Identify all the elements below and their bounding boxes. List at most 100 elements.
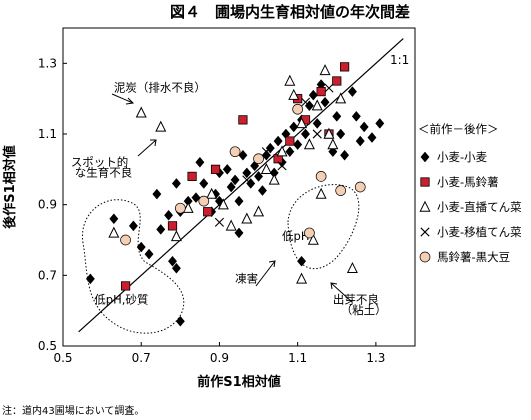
data-point [144,248,154,260]
data-point [312,129,322,139]
data-point [156,224,166,235]
legend-marker [420,151,430,163]
data-point [296,117,308,129]
data-point [229,146,241,158]
arrow-emergence [330,282,353,303]
data-point [120,234,131,246]
legend-marker [419,200,431,212]
data-point [238,115,248,125]
data-point [296,272,308,284]
data-point [320,96,330,108]
legend-marker [420,177,430,187]
annotation-arrows [111,93,353,303]
data-point [108,226,120,238]
legend-title: ＜前作－後作＞ [418,122,499,136]
data-point [346,261,358,273]
data-point [347,86,357,97]
legend-entry: 馬鈴薯-黒大豆 [437,250,510,264]
annotation-label: な生育不良 [75,165,133,179]
data-point [152,188,162,200]
data-point [225,219,237,231]
annotation-label: 凍害 [235,271,258,285]
x-axis-ticks: 0.5 0.7 0.9 1.1 1.3 [53,342,385,365]
data-point [170,230,182,242]
data-point [191,192,201,203]
data-point [304,227,315,239]
region-low-ph [287,184,360,270]
data-point [292,103,304,115]
arrow-peat-head [125,97,135,105]
annotation-label: 出芽不良 [333,293,379,307]
arrow-emergence-head [330,282,338,290]
data-point [289,121,299,133]
data-point [354,181,366,193]
data-point [182,201,194,213]
y-tick-label: 0.9 [38,198,57,212]
data-point [336,128,346,140]
data-point [238,149,248,161]
data-point [300,97,311,107]
data-points [85,62,385,327]
legend-entry: 小麦-直播てん菜 [437,200,522,214]
data-point [273,135,283,147]
arrow-frost-head [268,260,276,268]
data-point [355,135,365,147]
data-point [335,92,347,104]
y-axis-label: 後作S1相対値 [2,145,18,228]
annotation-label: 低pH,砂質 [94,293,148,307]
one-to-one-label: 1:1 [390,53,409,67]
x-axis-label: 前作S1相対値 [197,374,280,390]
plot-frame [62,27,416,347]
data-point [253,153,264,165]
data-point [174,202,186,214]
data-point [85,273,95,285]
data-point [167,221,178,231]
data-point [288,88,300,100]
arrow-spot [137,139,157,157]
data-point [315,171,327,182]
chart-title: 図４ 圃場内生育相対値の年次間差 [170,3,410,21]
data-point [351,110,361,122]
y-tick-label: 1.1 [38,127,57,141]
data-point [312,118,322,129]
data-point [222,163,232,175]
data-point [242,167,252,179]
data-point [198,195,210,207]
data-point [300,128,311,140]
annotation-label: 低pH [282,229,309,243]
region-low-ph-sandy [82,199,185,334]
legend-marker [419,251,431,263]
y-tick-label: 0.5 [38,339,57,353]
arrow-frost [255,260,276,287]
data-point [319,64,331,76]
data-point [128,220,138,232]
data-point [203,207,213,217]
legend-marker [420,227,430,237]
data-point [285,136,295,146]
data-point [234,227,244,239]
data-point [311,99,323,111]
data-point [315,187,327,199]
arrow-spot-head [150,139,157,147]
data-point [340,149,350,161]
data-point [109,213,119,225]
data-point [135,106,147,118]
data-point [367,132,377,143]
legend-entry: 小麦-馬鈴薯 [437,175,499,189]
x-tick-label: 0.9 [210,351,229,365]
data-point [335,185,347,196]
arrow-peat [111,93,134,104]
data-point [206,187,218,199]
data-point [332,76,342,86]
data-point [308,89,318,101]
data-point [339,62,350,72]
y-tick-label: 1.3 [38,56,57,70]
data-point [230,174,240,186]
data-point [307,233,319,245]
data-point [261,149,271,161]
data-point [195,156,205,168]
y-tick-label: 0.7 [38,268,57,282]
